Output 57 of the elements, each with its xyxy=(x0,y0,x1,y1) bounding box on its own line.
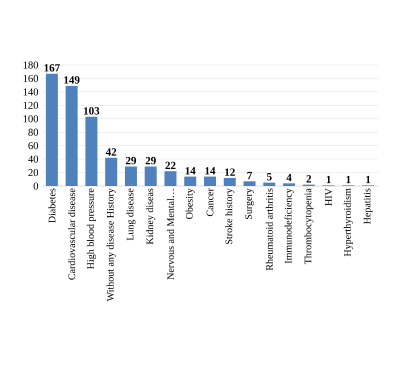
data-label: 22 xyxy=(165,162,176,170)
data-label: 1 xyxy=(346,176,351,184)
bar xyxy=(244,181,256,186)
data-label: 42 xyxy=(106,148,116,156)
x-tick-label: Kidney diseas xyxy=(146,188,156,244)
data-label: 167 xyxy=(44,64,60,72)
data-label: 29 xyxy=(126,156,136,164)
bar xyxy=(46,74,58,186)
x-tick-label: Stroke history xyxy=(225,188,234,244)
x-tick-label: Nervous and Mental… xyxy=(166,189,174,280)
data-label: 103 xyxy=(84,107,100,115)
y-tick-label: 120 xyxy=(24,102,38,109)
data-label: 1 xyxy=(326,176,331,184)
y-tick-label: 0 xyxy=(34,182,38,190)
y-tick-label: 140 xyxy=(24,88,38,96)
y-tick-label: 160 xyxy=(24,74,38,82)
x-tick-label: High blood pressure xyxy=(86,188,96,270)
data-label: 29 xyxy=(146,156,156,164)
x-tick-label: Obesity xyxy=(186,188,195,219)
bar xyxy=(224,178,236,186)
x-tick-label: Immunodeficiency xyxy=(284,188,294,264)
x-tick-label: Diabetes xyxy=(48,188,56,223)
bar xyxy=(184,176,196,186)
x-tick-label: Cancer xyxy=(206,188,214,216)
y-tick-label: 20 xyxy=(28,169,38,176)
data-label: 149 xyxy=(64,76,80,84)
x-tick-label: Without any disease History xyxy=(106,188,116,302)
data-label: 1 xyxy=(366,176,370,184)
x-tick-label: Hepatitis xyxy=(364,188,372,224)
y-tick-label: 60 xyxy=(28,142,38,150)
data-label: 7 xyxy=(247,172,252,180)
y-tick-label: 80 xyxy=(28,128,38,136)
data-label: 14 xyxy=(186,167,196,174)
bar xyxy=(85,116,98,186)
bar xyxy=(164,171,176,186)
data-label: 4 xyxy=(286,174,292,182)
bar xyxy=(263,182,276,186)
y-tick-label: 180 xyxy=(24,61,38,69)
x-tick-label: HIV xyxy=(325,188,332,206)
bar xyxy=(124,166,137,186)
x-tick-label: Surgery xyxy=(245,188,254,220)
bar xyxy=(66,86,78,186)
x-tick-label: Rheumatoid arthritis xyxy=(266,188,273,270)
x-tick-label: Lung disease xyxy=(126,188,136,240)
x-tick-label: Thrombocytopenia xyxy=(304,188,314,264)
x-tick-label: Hyperthyroidism xyxy=(344,188,353,256)
data-label: 2 xyxy=(306,175,312,182)
y-tick-label: 40 xyxy=(28,156,38,163)
x-tick-label: Cardiovascular disease xyxy=(68,188,76,280)
bar xyxy=(283,183,296,186)
data-label: 5 xyxy=(266,173,272,180)
y-tick-label: 100 xyxy=(24,115,38,122)
bar xyxy=(105,158,118,186)
data-label: 12 xyxy=(225,168,235,176)
data-label: 14 xyxy=(205,167,216,174)
bar xyxy=(144,166,157,186)
bar xyxy=(204,176,216,186)
